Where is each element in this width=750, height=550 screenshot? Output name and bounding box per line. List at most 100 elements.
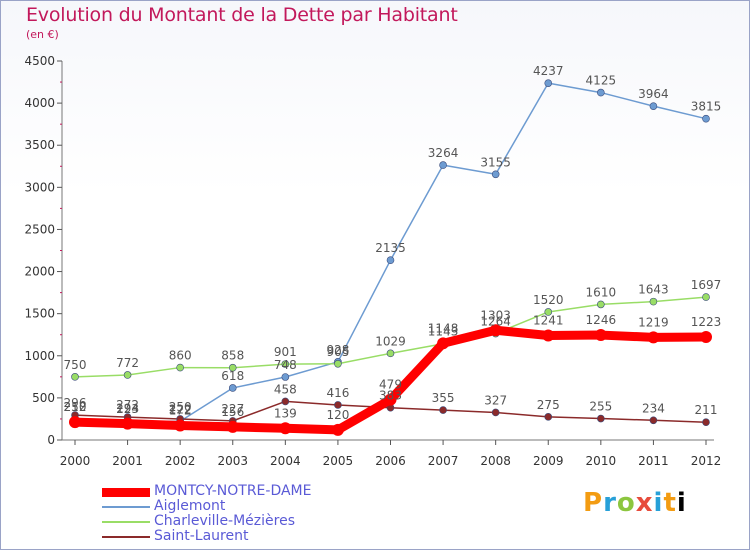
logo-letter: x	[635, 488, 654, 518]
data-label: 383	[379, 389, 402, 403]
legend-swatch	[102, 487, 150, 497]
data-point	[437, 337, 450, 350]
data-label: 416	[326, 386, 349, 400]
logo-letter: i	[653, 488, 664, 518]
data-point	[649, 416, 658, 425]
data-point	[386, 256, 395, 264]
data-point	[228, 363, 237, 372]
data-point	[69, 416, 81, 429]
data-label: 1241	[533, 313, 564, 327]
legend-swatch	[102, 506, 150, 508]
legend-label: Aiglemont	[154, 498, 226, 514]
data-point	[544, 79, 553, 87]
data-label: 4125	[586, 74, 617, 88]
y-tick-label: 500	[32, 391, 55, 405]
data-label: 1610	[586, 285, 617, 299]
data-point	[439, 161, 447, 169]
logo-letter: i	[676, 488, 687, 518]
data-point	[334, 359, 342, 368]
data-point	[281, 360, 290, 368]
legend-label: Saint-Laurent	[154, 528, 249, 544]
legend-swatch	[102, 536, 150, 538]
data-label: 3815	[691, 100, 722, 114]
data-point	[597, 300, 605, 309]
y-tick-label: 0	[47, 433, 55, 447]
data-label: 250	[64, 400, 87, 414]
data-point	[123, 371, 132, 379]
data-label: 272	[116, 398, 139, 412]
data-point	[597, 414, 605, 423]
data-label: 327	[484, 393, 507, 407]
proxiti-logo: Proxiti	[583, 488, 687, 518]
legend-label: Charleville-Mézières	[154, 513, 296, 529]
data-point	[121, 417, 134, 430]
x-tick-label: 2000	[60, 454, 91, 468]
chart-axes: 0 500 1000 1500 2000 2500 3000 3500 4000 4500 2000…	[24, 54, 721, 468]
data-label: 255	[589, 400, 612, 414]
data-label: 1520	[533, 293, 564, 307]
data-point	[228, 384, 237, 392]
data-point	[649, 297, 658, 306]
data-label: 1223	[691, 315, 722, 329]
x-tick-label: 2006	[375, 454, 406, 468]
data-point	[491, 408, 500, 417]
logo-letter: r	[603, 488, 617, 518]
logo-letter: P	[583, 488, 604, 518]
data-point	[174, 419, 187, 432]
data-label: 1697	[691, 278, 722, 292]
data-label: 4237	[533, 64, 564, 78]
data-label: 901	[274, 345, 297, 359]
legend-swatch	[102, 521, 150, 523]
data-point	[649, 102, 658, 110]
data-label: 3964	[638, 87, 669, 101]
data-point	[226, 420, 239, 433]
chart-title: Evolution du Montant de la Dette par Hab…	[26, 4, 458, 26]
data-point	[281, 397, 290, 406]
legend-label: MONTCY-NOTRE-DAME	[154, 483, 312, 499]
data-point	[489, 324, 502, 337]
data-label: 3155	[480, 155, 511, 169]
data-label: 355	[432, 391, 455, 405]
x-tick-label: 2008	[480, 454, 511, 468]
data-label: 1029	[375, 334, 406, 348]
data-label: 860	[169, 349, 192, 363]
data-point	[597, 88, 605, 97]
y-tick-label: 2500	[24, 222, 55, 236]
data-point	[386, 349, 395, 358]
data-label: 120	[326, 408, 349, 422]
data-label: 479	[379, 378, 402, 392]
data-label: 858	[221, 349, 244, 363]
data-label: 156	[221, 405, 244, 419]
y-tick-label: 4000	[24, 96, 55, 110]
data-point	[491, 170, 500, 179]
data-label: 275	[537, 398, 560, 412]
logo-letter: t	[663, 488, 677, 518]
data-point	[702, 293, 710, 301]
data-point	[542, 329, 555, 342]
data-label: 250	[169, 400, 192, 414]
x-tick-label: 2001	[112, 454, 143, 468]
x-tick-label: 2005	[323, 454, 354, 468]
data-label: 1143	[428, 325, 459, 339]
data-point	[544, 308, 553, 316]
x-tick-label: 2002	[165, 454, 196, 468]
data-point	[594, 329, 607, 342]
data-label: 1264	[480, 315, 511, 329]
data-label: 458	[274, 382, 297, 396]
data-label: 212	[64, 400, 87, 414]
data-label: 139	[274, 406, 297, 420]
data-label: 905	[326, 345, 349, 359]
data-label: 222	[169, 402, 192, 416]
chart-data-labels: 250 223 222 618 748 928 2135 3264 3155 4237 4125 39…	[64, 64, 722, 422]
data-label: 223	[116, 402, 139, 416]
data-label: 296	[64, 396, 87, 410]
data-label: 2135	[375, 241, 406, 255]
data-label: 1643	[638, 283, 669, 297]
data-point	[544, 413, 553, 421]
y-tick-label: 4500	[24, 54, 55, 68]
data-point	[700, 330, 712, 343]
data-label: 211	[695, 403, 718, 417]
data-label: 234	[642, 401, 665, 415]
